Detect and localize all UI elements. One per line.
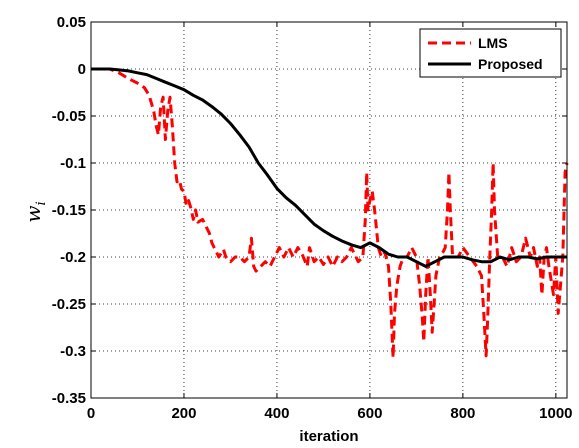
y-axis-label-subscript: i (34, 201, 49, 205)
y-axis-label: wi (21, 201, 49, 222)
y-axis-label-main: w (21, 206, 45, 223)
y-tick-label: -0.3 (60, 343, 86, 360)
y-tick-label: -0.35 (52, 390, 86, 407)
x-tick-label: 400 (264, 405, 289, 422)
series-line-proposed (91, 67, 567, 268)
x-axis-label: iteration (299, 428, 358, 445)
series-layer (91, 67, 569, 360)
x-tick-label: 200 (171, 405, 196, 422)
y-tick-label: 0 (78, 61, 86, 78)
series-line-lms (91, 67, 569, 360)
y-tick-label: -0.15 (52, 202, 86, 219)
x-tick-label: 0 (87, 405, 95, 422)
y-tick-label: 0.05 (57, 14, 86, 31)
legend-label-lms: LMS (478, 35, 508, 51)
y-tick-label: -0.05 (52, 108, 86, 125)
ticks-layer: 0 200 400 600 800 1000 0.05 0 -0.05 -0.1 -0.15 -0.2… (52, 14, 573, 422)
y-tick-label: -0.1 (60, 155, 86, 172)
legend: LMS Proposed (419, 28, 562, 78)
x-tick-label: 800 (450, 405, 475, 422)
y-tick-label: -0.25 (52, 296, 86, 313)
x-tick-label: 1000 (539, 405, 572, 422)
y-tick-label: -0.2 (60, 249, 86, 266)
svg-text:wi: wi (21, 201, 49, 222)
legend-label-proposed: Proposed (478, 56, 543, 72)
x-tick-label: 600 (357, 405, 382, 422)
grid (91, 22, 567, 398)
legend-box (419, 28, 562, 78)
